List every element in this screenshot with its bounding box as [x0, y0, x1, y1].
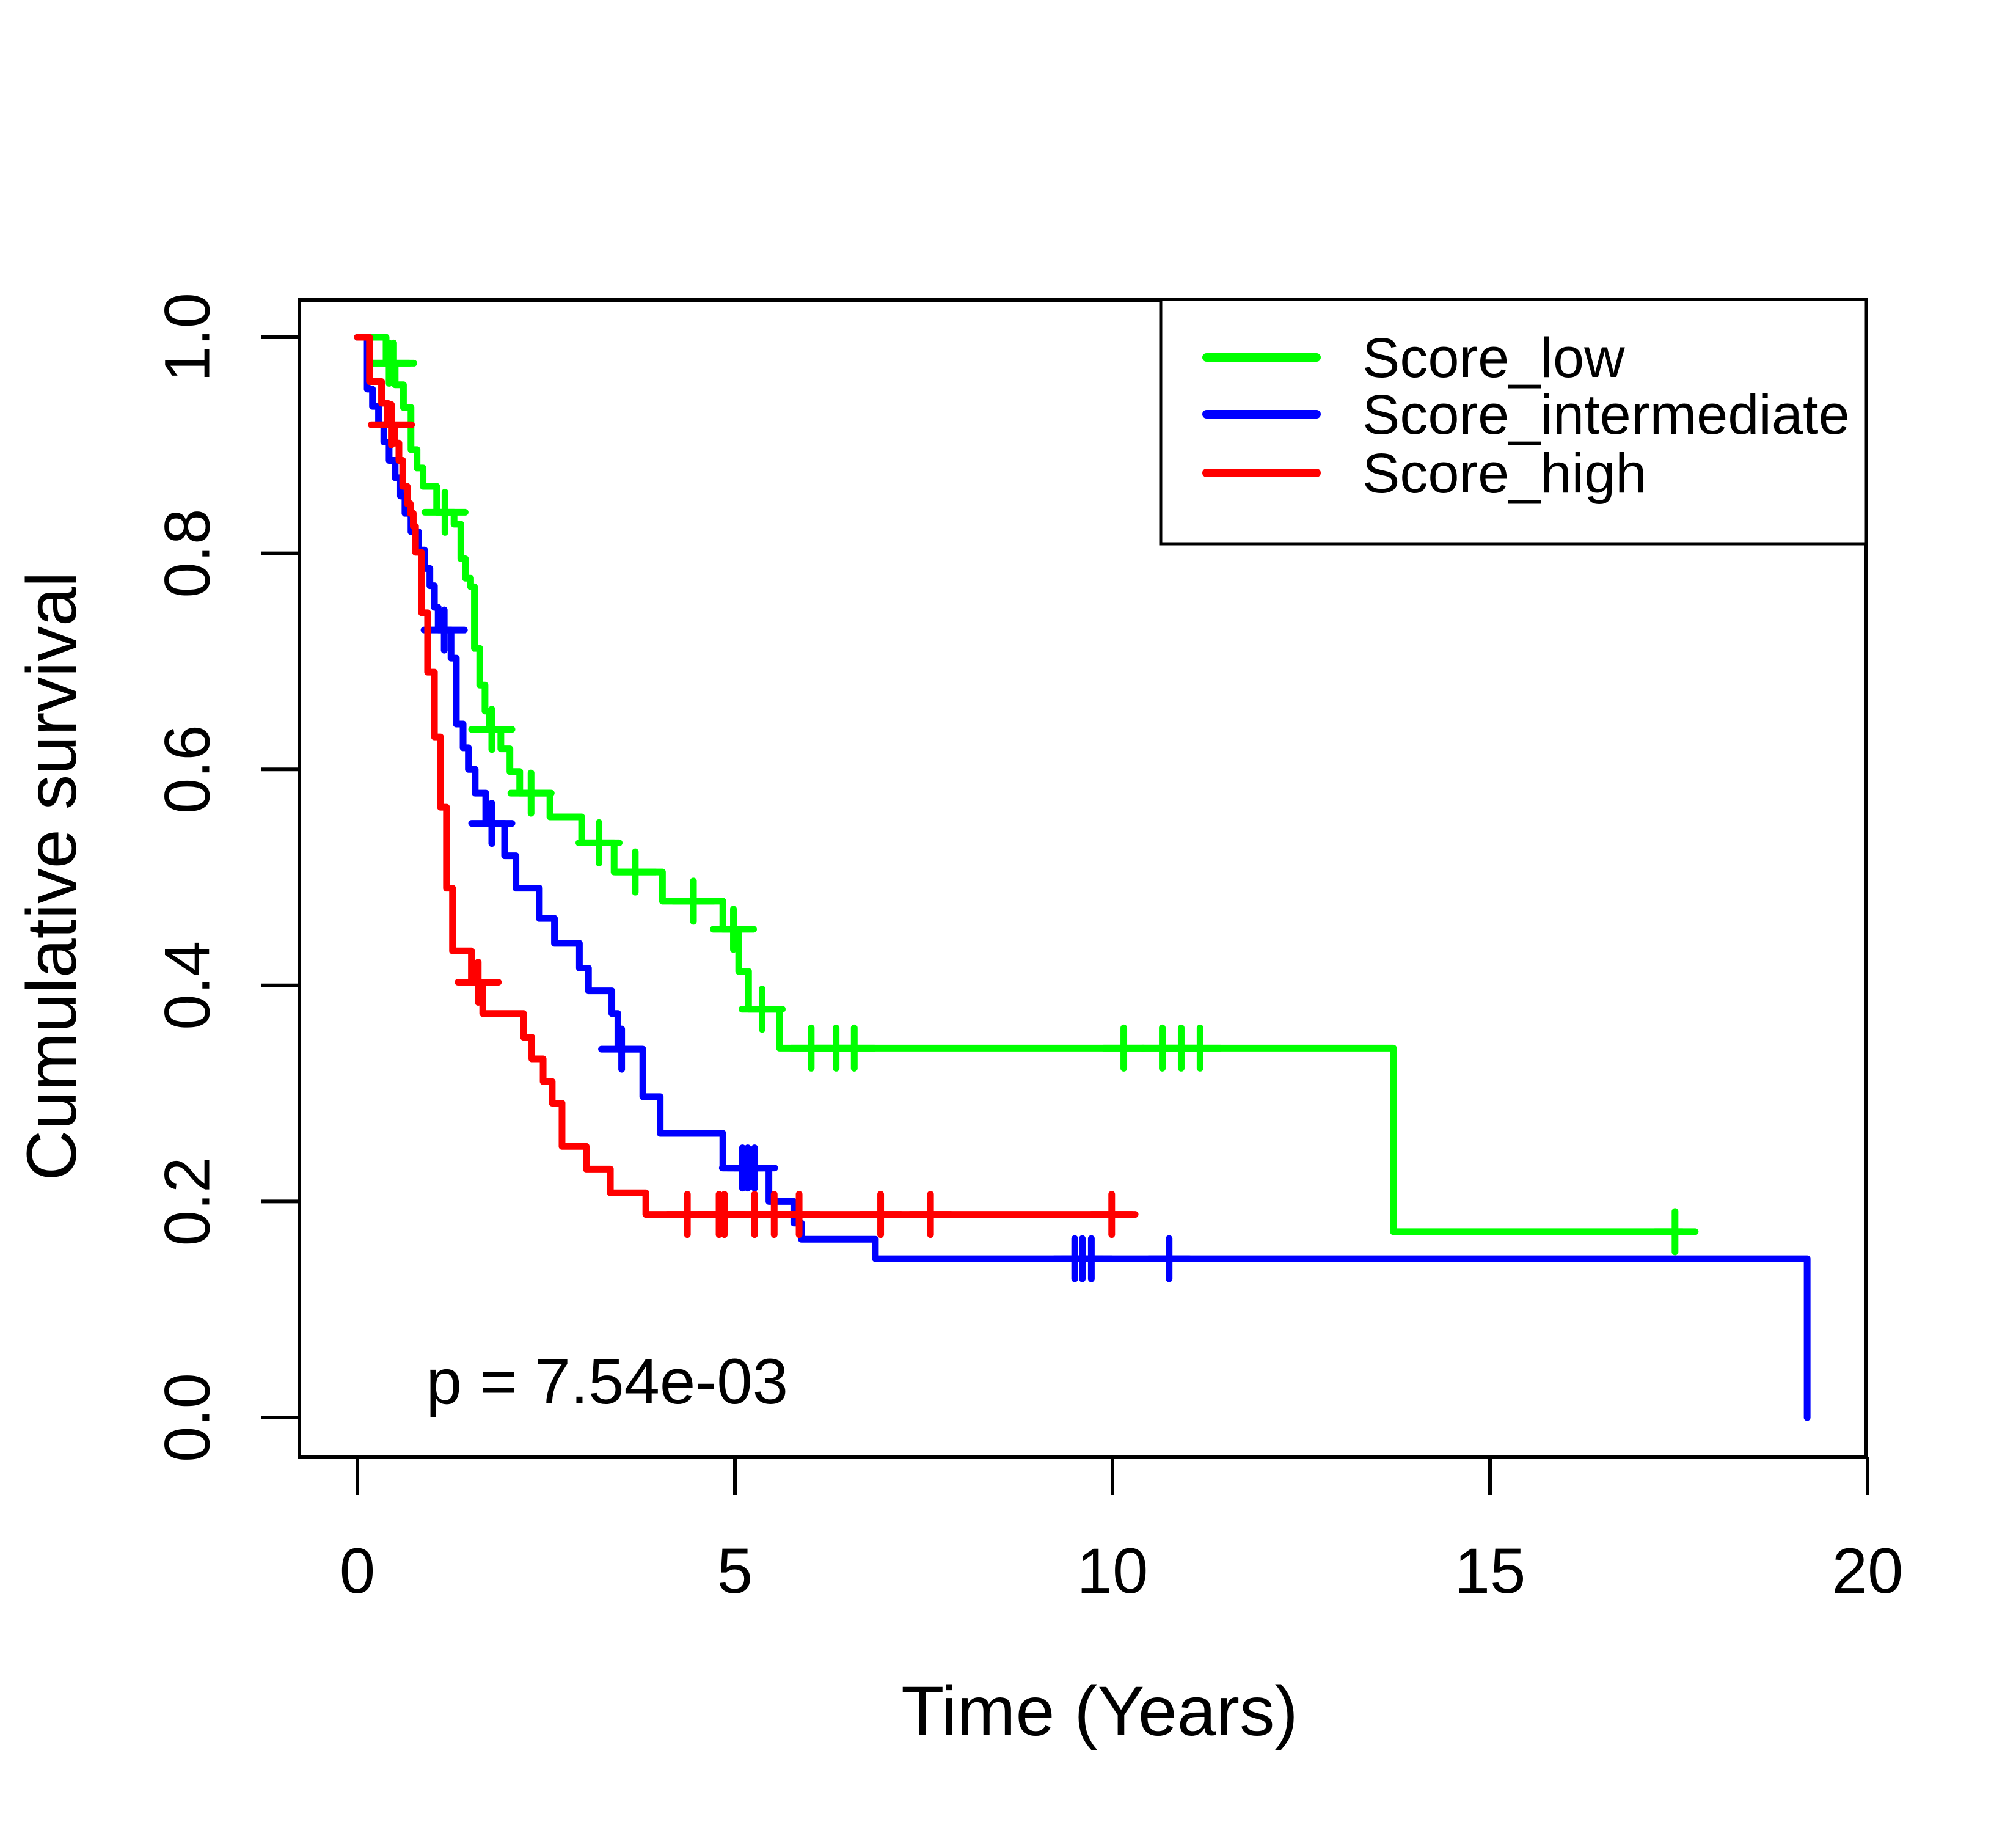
y-tick-label: 0.8: [152, 509, 224, 598]
y-tick-label: 0.0: [152, 1373, 224, 1462]
y-axis: 0.0 0.2 0.4 0.6 0.8 1.0: [152, 293, 299, 1462]
x-tick-label: 20: [1832, 1535, 1904, 1607]
series-score-intermediate-curve: [354, 334, 1811, 1421]
y-tick-label: 0.4: [152, 941, 224, 1030]
series-score-low: [354, 334, 1699, 1256]
y-tick-label: 0.2: [152, 1157, 224, 1246]
p-value-annotation: p = 7.54e-03: [426, 1346, 788, 1418]
legend-item-score-high: Score_high: [1202, 442, 1646, 505]
x-tick-label: 15: [1455, 1535, 1526, 1607]
series-score-high-curve: [354, 334, 1139, 1218]
y-tick-label: 1.0: [152, 293, 224, 382]
series-score-high: [354, 334, 1139, 1238]
plot-box: [298, 298, 1868, 1459]
x-axis: 0 5 10 15 20: [340, 1457, 1904, 1607]
legend-item-score-intermediate: Score_intermediate: [1202, 384, 1850, 446]
series-score-intermediate: [354, 334, 1811, 1421]
series-score-intermediate-censors: [420, 606, 1193, 1282]
x-tick-label: 5: [717, 1535, 753, 1607]
legend-label: Score_low: [1362, 327, 1625, 389]
legend-box: [1159, 298, 1868, 546]
x-axis-title: Time (Years): [901, 1672, 1298, 1751]
series-score-low-censors: [365, 339, 1699, 1256]
legend-item-score-low: Score_low: [1202, 327, 1625, 389]
series-score-high-censors: [368, 401, 1136, 1238]
legend-label: Score_high: [1362, 442, 1646, 505]
y-axis-title: Cumulative survival: [13, 572, 91, 1181]
x-tick-label: 0: [340, 1535, 375, 1607]
y-tick-label: 0.6: [152, 725, 224, 814]
series-score-low-curve: [354, 334, 1686, 1235]
legend-label: Score_intermediate: [1362, 384, 1850, 446]
x-tick-label: 10: [1077, 1535, 1149, 1607]
